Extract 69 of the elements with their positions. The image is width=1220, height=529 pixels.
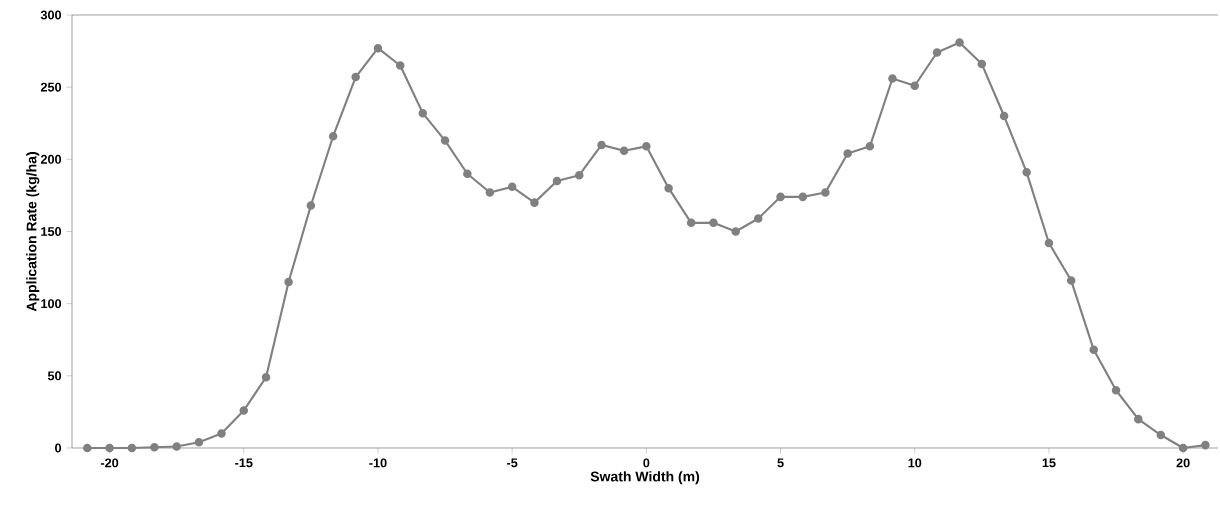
point	[1089, 345, 1099, 355]
point	[932, 48, 942, 57]
point	[955, 38, 964, 47]
y-tick-label: 250	[40, 82, 62, 92]
x-tick-label: -10	[369, 458, 387, 468]
point	[574, 170, 584, 180]
point	[395, 61, 405, 70]
x-axis-title: Swath Width (m)	[590, 471, 700, 485]
point	[306, 201, 316, 210]
point	[507, 182, 517, 192]
y-tick-label: 100	[41, 299, 62, 309]
point	[150, 443, 159, 452]
point	[821, 188, 830, 197]
point	[105, 443, 114, 453]
x-tick-label: -20	[100, 458, 119, 468]
point	[709, 218, 718, 228]
point	[888, 74, 897, 83]
point	[731, 227, 740, 236]
y-tick-label: 300	[40, 10, 62, 20]
x-tick-label: 0	[643, 458, 650, 468]
point	[440, 136, 450, 145]
point	[977, 59, 987, 69]
point	[328, 131, 338, 141]
point	[83, 443, 92, 453]
x-tick-label: -15	[235, 458, 253, 468]
x-tick-label: 5	[777, 458, 784, 468]
point	[1111, 386, 1121, 395]
point	[373, 43, 383, 53]
point	[664, 183, 673, 193]
point	[1134, 414, 1143, 424]
point	[194, 437, 204, 447]
point	[843, 149, 852, 158]
point	[865, 142, 875, 151]
point	[127, 443, 137, 453]
point	[1156, 430, 1166, 440]
point	[1066, 276, 1076, 285]
point	[999, 111, 1009, 121]
point	[910, 81, 919, 90]
point	[597, 140, 606, 150]
point	[217, 429, 226, 438]
point	[172, 442, 181, 451]
point	[754, 214, 763, 223]
point	[798, 192, 808, 202]
x-tick-label: 15	[1042, 458, 1056, 468]
y-tick-label: 150	[41, 227, 62, 236]
point	[284, 277, 293, 287]
point	[552, 176, 562, 186]
point	[485, 188, 495, 197]
point	[1178, 443, 1188, 453]
y-tick-label: 50	[47, 371, 62, 381]
x-tick-label: 10	[908, 458, 922, 468]
point	[530, 198, 539, 207]
point	[463, 169, 472, 179]
y-tick-label: 200	[40, 154, 62, 164]
point	[1201, 440, 1210, 450]
point	[1044, 238, 1054, 248]
point	[686, 218, 696, 228]
y-tick-label: 0	[55, 443, 62, 453]
x-tick-label: -5	[507, 458, 518, 468]
point	[619, 146, 629, 155]
point	[239, 406, 249, 415]
point	[1022, 168, 1031, 177]
point	[776, 192, 785, 202]
x-tick-label: 20	[1176, 458, 1190, 468]
point	[642, 142, 651, 151]
y-axis-title: Application Rate (kg/ha)	[26, 152, 40, 312]
point	[351, 72, 360, 82]
point	[418, 108, 428, 118]
point	[261, 373, 271, 382]
